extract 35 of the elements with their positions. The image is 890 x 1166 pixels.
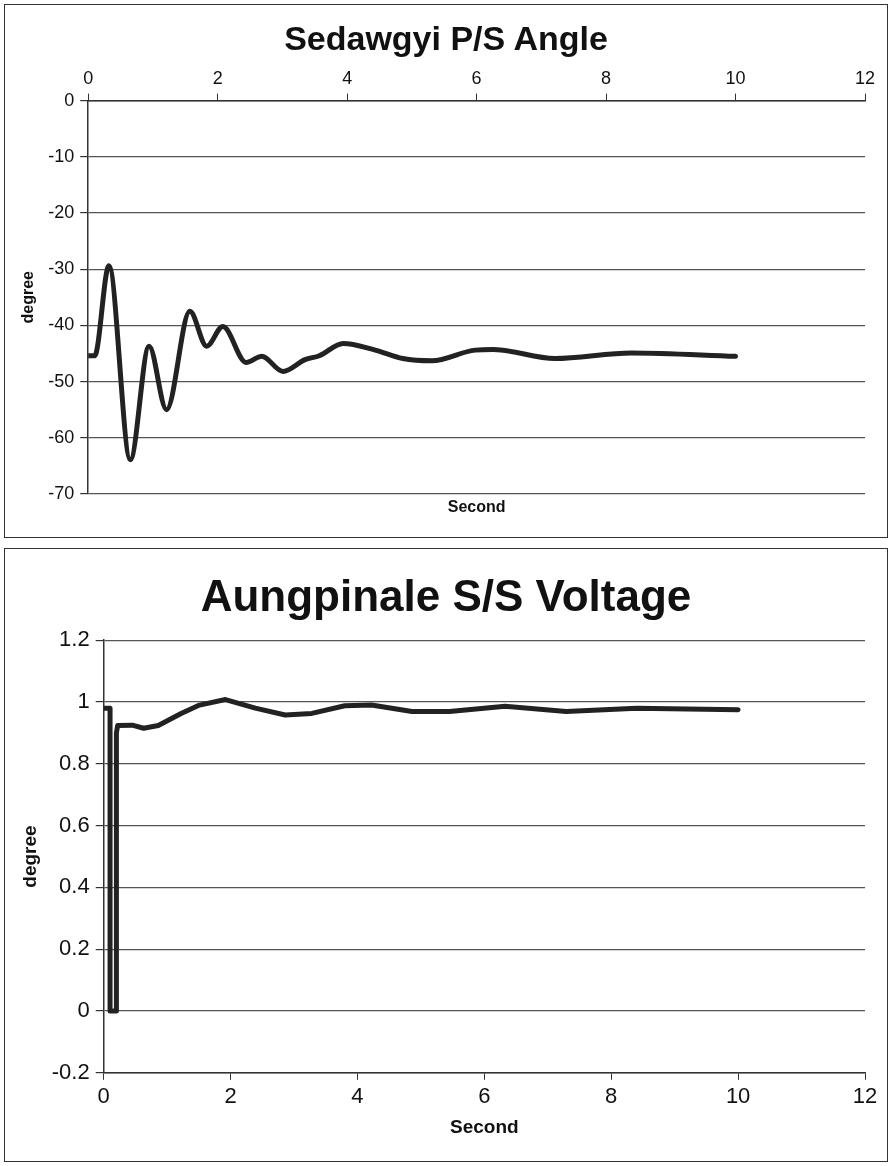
x-tick-label: 2 — [212, 67, 223, 88]
y-tick-label: -20 — [48, 201, 75, 222]
y-tick-label: -40 — [48, 314, 75, 335]
y-tick-label: -70 — [48, 482, 75, 503]
x-axis-title: Second — [450, 1115, 519, 1137]
x-tick-label: 12 — [852, 1083, 878, 1109]
y-tick-label: 1 — [77, 688, 90, 714]
y-axis-title: degree — [19, 270, 37, 324]
x-axis-title: Second — [447, 498, 506, 516]
y-tick-label: 1.2 — [59, 626, 90, 652]
y-tick-label: 0.8 — [59, 749, 90, 775]
x-tick-label: 10 — [725, 67, 746, 88]
x-tick-label: 10 — [725, 1083, 751, 1109]
x-tick-label: 6 — [478, 1083, 491, 1109]
y-tick-label: -10 — [48, 145, 75, 166]
x-tick-label: 12 — [854, 67, 876, 88]
x-tick-label: 4 — [351, 1083, 364, 1109]
y-tick-label: 0 — [64, 89, 75, 110]
x-tick-label: 4 — [342, 67, 353, 88]
x-tick-label: 8 — [601, 67, 612, 88]
y-tick-label: 0 — [77, 997, 90, 1023]
x-tick-label: 8 — [605, 1083, 618, 1109]
y-tick-label: -60 — [48, 426, 75, 447]
x-tick-label: 0 — [97, 1083, 110, 1109]
y-tick-label: -0.2 — [51, 1058, 90, 1084]
chart-title: Sedawgyi P/S Angle — [283, 18, 609, 58]
x-tick-label: 6 — [471, 67, 482, 88]
y-axis-title: degree — [18, 825, 40, 888]
x-tick-label: 2 — [224, 1083, 237, 1109]
y-tick-label: 0.2 — [59, 935, 90, 961]
y-tick-label: -30 — [48, 258, 75, 279]
y-tick-label: 0.6 — [59, 811, 90, 837]
chart-title: Aungpinale S/S Voltage — [199, 570, 693, 621]
y-tick-label: -50 — [48, 370, 75, 391]
y-tick-label: 0.4 — [59, 873, 90, 899]
